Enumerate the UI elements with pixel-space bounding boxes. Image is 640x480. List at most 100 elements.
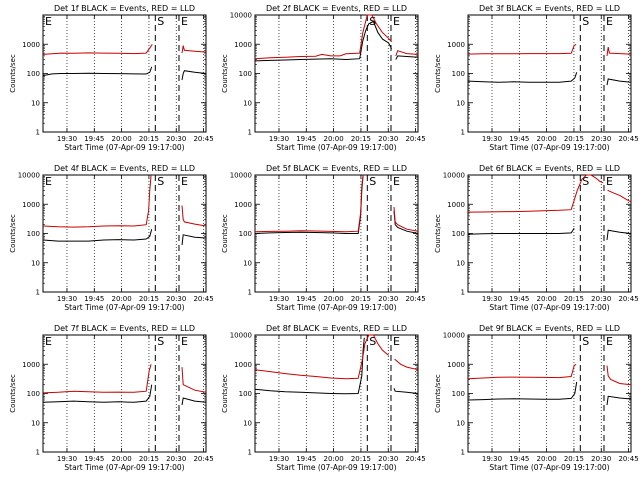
y-tick-label: 1 <box>36 129 40 137</box>
x-axis: 19:30 19:45 20:00 20:15 20:30 20:45 <box>482 15 639 143</box>
y-tick-label: 1 <box>36 449 40 457</box>
plot-frame <box>467 334 632 453</box>
series-lld-line <box>42 364 207 394</box>
y-tick-label: 10000 <box>18 172 40 180</box>
event-marker-label: E <box>181 15 188 28</box>
y-axis-label: Counts/sec <box>9 214 17 253</box>
series-lld-line <box>42 44 207 55</box>
x-tick-label: 20:00 <box>112 135 132 143</box>
event-marker-label: S <box>582 175 589 188</box>
x-tick-label: 20:00 <box>112 455 132 463</box>
x-tick-label: 20:45 <box>405 455 425 463</box>
x-tick-label: 20:00 <box>324 455 344 463</box>
x-tick-label: 20:15 <box>564 135 584 143</box>
event-marker-label: S <box>369 175 376 188</box>
x-tick-label: 20:45 <box>193 135 213 143</box>
y-tick-label: 100 <box>452 230 465 238</box>
x-axis-label: Start Time (07-Apr-09 19:17:00) <box>276 463 396 472</box>
y-tick-label: 1000 <box>447 41 465 49</box>
x-tick-label: 20:15 <box>351 455 371 463</box>
x-tick-label: 20:15 <box>139 295 159 303</box>
y-tick-label: 10 <box>243 99 252 107</box>
x-axis-label: Start Time (07-Apr-09 19:17:00) <box>489 463 609 472</box>
y-axis: 1 10 100 1000 10000 <box>443 172 631 297</box>
x-axis: 19:30 19:45 20:00 20:15 20:30 20:45 <box>269 15 426 143</box>
y-tick-label: 10 <box>456 99 465 107</box>
x-axis-label: Start Time (07-Apr-09 19:17:00) <box>64 143 184 152</box>
y-tick-label: 100 <box>239 70 252 78</box>
x-tick-label: 19:45 <box>296 455 316 463</box>
x-tick-label: 19:45 <box>84 295 104 303</box>
x-tick-label: 20:15 <box>564 455 584 463</box>
x-axis: 19:30 19:45 20:00 20:15 20:30 20:45 <box>482 335 639 463</box>
y-tick-label: 1 <box>461 289 465 297</box>
y-axis: 1 10 100 1000 <box>447 16 631 137</box>
y-tick-label: 10 <box>31 99 40 107</box>
series-events-line <box>254 337 419 395</box>
series-events-line <box>254 20 419 62</box>
x-tick-label: 19:30 <box>482 295 502 303</box>
event-marker-label: S <box>157 15 164 28</box>
event-marker-label: S <box>157 335 164 348</box>
series-events-line <box>42 229 207 246</box>
event-marker-label: S <box>369 335 376 348</box>
y-tick-label: 10000 <box>230 172 252 180</box>
y-tick-label: 100 <box>27 230 40 238</box>
x-tick-label: 19:30 <box>269 135 289 143</box>
event-marker-label: E <box>45 335 52 348</box>
y-tick-label: 100 <box>452 390 465 398</box>
panel-title: Det 7f BLACK = Events, RED = LLD <box>54 324 195 333</box>
x-tick-label: 20:00 <box>324 295 344 303</box>
y-tick-label: 1000 <box>447 201 465 209</box>
panel-d2: Det 2f BLACK = Events, RED = LLD 1 10 100 10… <box>221 4 426 152</box>
y-tick-label: 10000 <box>230 12 252 20</box>
series-lld-line <box>254 334 419 380</box>
panel-d8: Det 8f BLACK = Events, RED = LLD 1 10 100 10… <box>221 324 426 472</box>
y-tick-label: 1 <box>248 289 252 297</box>
y-tick-label: 1000 <box>234 201 252 209</box>
panel-d4: Det 4f BLACK = Events, RED = LLD 1 10 100 10… <box>9 164 214 312</box>
event-marker-label: E <box>181 175 188 188</box>
panel-title: Det 4f BLACK = Events, RED = LLD <box>54 164 195 173</box>
series-events-line <box>467 228 632 241</box>
y-axis: 1 10 100 1000 10000 <box>230 332 418 457</box>
series-events-line <box>467 72 632 86</box>
series-events-line <box>42 66 207 81</box>
y-tick-label: 1 <box>248 129 252 137</box>
panel-title: Det 9f BLACK = Events, RED = LLD <box>479 324 620 333</box>
series-lld-line <box>254 14 419 60</box>
x-tick-label: 19:45 <box>84 455 104 463</box>
event-marker-label: E <box>606 175 613 188</box>
x-tick-label: 20:30 <box>591 295 611 303</box>
x-tick-label: 20:15 <box>139 135 159 143</box>
x-tick-label: 19:30 <box>57 295 77 303</box>
x-tick-label: 19:45 <box>509 135 529 143</box>
y-tick-label: 100 <box>239 230 252 238</box>
y-tick-label: 10 <box>456 419 465 427</box>
y-tick-label: 1 <box>461 129 465 137</box>
x-axis-label: Start Time (07-Apr-09 19:17:00) <box>489 143 609 152</box>
y-axis-label: Counts/sec <box>434 214 442 253</box>
y-axis-label: Counts/sec <box>434 54 442 93</box>
panel-d1: Det 1f BLACK = Events, RED = LLD 1 10 100 10… <box>9 4 214 152</box>
x-axis-label: Start Time (07-Apr-09 19:17:00) <box>276 303 396 312</box>
y-tick-label: 1 <box>248 449 252 457</box>
x-tick-label: 20:30 <box>166 135 186 143</box>
y-axis-label: Counts/sec <box>9 374 17 413</box>
event-marker-label: E <box>606 335 613 348</box>
x-tick-label: 20:00 <box>537 135 557 143</box>
plot-frame <box>42 334 207 453</box>
plot-frame <box>467 14 632 133</box>
x-tick-label: 20:45 <box>618 295 638 303</box>
panel-title: Det 3f BLACK = Events, RED = LLD <box>479 4 620 13</box>
x-axis: 19:30 19:45 20:00 20:15 20:30 20:45 <box>57 335 214 463</box>
x-tick-label: 19:45 <box>296 135 316 143</box>
x-tick-label: 20:00 <box>537 455 557 463</box>
x-tick-label: 20:30 <box>591 455 611 463</box>
x-tick-label: 20:15 <box>351 295 371 303</box>
plot-frame <box>42 174 207 293</box>
y-axis-label: Counts/sec <box>434 374 442 413</box>
x-tick-label: 20:45 <box>193 295 213 303</box>
y-tick-label: 1000 <box>22 201 40 209</box>
y-tick-label: 10 <box>31 419 40 427</box>
